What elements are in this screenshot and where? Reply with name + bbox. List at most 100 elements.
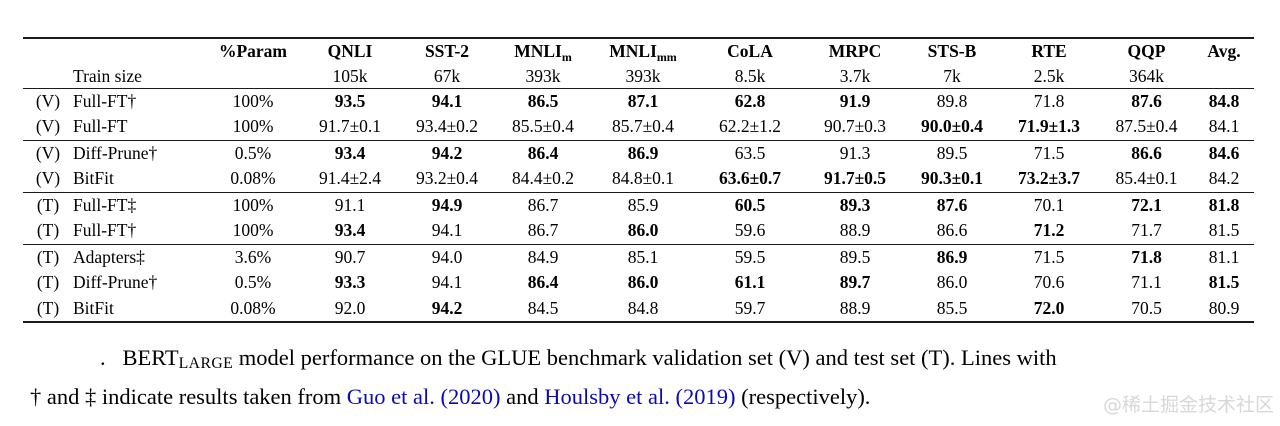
- header-spacer: [23, 65, 73, 88]
- method-label: Adapters‡: [73, 246, 145, 267]
- table-cell: 84.5: [527, 297, 559, 318]
- header-spacer: [73, 38, 205, 65]
- table-cell: 91.4±2.4: [318, 168, 382, 188]
- caption-text: . BERT: [100, 345, 179, 370]
- table-cell: 89.8: [936, 90, 968, 111]
- train-size-value: 3.7k: [839, 65, 871, 86]
- table-cell: 90.7: [334, 246, 366, 267]
- column-header-cola: CoLA: [727, 41, 773, 62]
- table-cell: 80.9: [1208, 297, 1240, 318]
- table-cell: 81.5: [1208, 272, 1240, 293]
- table-cell: 100%: [232, 194, 274, 215]
- table-cell: 86.9: [936, 246, 968, 267]
- table-cell: 81.1: [1208, 246, 1240, 267]
- table-cell: 94.2: [431, 142, 463, 163]
- method-label: BitFit: [73, 297, 114, 318]
- table-cell: 90.7±0.3: [823, 116, 887, 136]
- table-cell: 61.1: [734, 272, 766, 293]
- table-cell: 63.6±0.7: [718, 168, 782, 188]
- train-size-value: [205, 65, 301, 88]
- table-cell: 71.5: [1033, 142, 1065, 163]
- citation-link[interactable]: (2019): [675, 384, 736, 409]
- table-cell: 93.5: [334, 90, 366, 111]
- table-cell: 94.2: [431, 297, 463, 318]
- method-label: BitFit: [73, 168, 114, 188]
- method-label: Full-FT‡: [73, 194, 137, 215]
- table-row: (T) Full-FT‡ 100% 91.1 94.9 86.7 85.9 60.5 89.3 8…: [23, 192, 1254, 218]
- table-cell: 88.9: [839, 220, 871, 240]
- table-cell: 88.9: [839, 297, 871, 318]
- watermark: @稀土掘金技术社区: [1102, 394, 1274, 416]
- column-header-qnli: QNLI: [327, 41, 373, 62]
- table-caption: . BERTLARGE model performance on the GLU…: [30, 341, 1250, 413]
- citation-link[interactable]: Guo et al.: [346, 384, 435, 409]
- table-cell: 84.9: [527, 246, 559, 267]
- set-label: (T): [36, 194, 60, 215]
- table-cell: 85.1: [627, 246, 659, 267]
- column-header-mnli: MNLImm: [609, 41, 677, 65]
- table-cell: 63.5: [734, 142, 766, 163]
- table-cell: 89.3: [839, 194, 871, 215]
- header-spacer: [23, 38, 73, 65]
- table-cell: 93.4: [334, 220, 366, 240]
- table-cell: 85.9: [627, 194, 659, 215]
- table-cell: 86.7: [527, 194, 559, 215]
- table-cell: 84.4±0.2: [511, 168, 575, 188]
- set-label: (V): [35, 168, 61, 188]
- train-size-value: 7k: [943, 65, 961, 86]
- table-cell: 0.5%: [234, 272, 272, 293]
- caption-text: model performance on the GLUE benchmark …: [233, 345, 1057, 370]
- train-size-value: 393k: [525, 65, 561, 86]
- table-cell: 71.9±1.3: [1017, 116, 1081, 136]
- table-cell: 93.4: [334, 142, 366, 163]
- table-cell: 91.7±0.1: [318, 116, 382, 136]
- table-row: (V) Full-FT 100% 91.7±0.1 93.4±0.2 85.5±0.4 85…: [23, 114, 1254, 140]
- table-cell: 93.4±0.2: [415, 116, 479, 136]
- train-size-value: 67k: [433, 65, 461, 86]
- table-row: (T) BitFit 0.08% 92.0 94.2 84.5 84.8 59.7 88.9 85…: [23, 296, 1254, 322]
- method-label: Diff-Prune†: [73, 142, 158, 163]
- table-cell: 86.7: [527, 220, 559, 240]
- set-label: (T): [36, 220, 60, 240]
- set-label: (V): [35, 142, 61, 163]
- method-label: Full-FT†: [73, 220, 137, 240]
- caption-text: and: [500, 384, 545, 409]
- citation-link[interactable]: (2020): [440, 384, 501, 409]
- set-label: (T): [36, 272, 60, 293]
- citation-link[interactable]: Houlsby et al.: [544, 384, 670, 409]
- table-cell: 84.8±0.1: [611, 168, 675, 188]
- table-cell: 90.3±0.1: [920, 168, 984, 188]
- table-cell: 86.5: [527, 90, 559, 111]
- caption-line-1: . BERTLARGE model performance on the GLU…: [30, 341, 1250, 380]
- table-cell: 87.5±0.4: [1115, 116, 1178, 136]
- column-header-sst-2: SST-2: [424, 41, 470, 62]
- table-row: (V) Full-FT† 100% 93.5 94.1 86.5 87.1 62.8 91.9 8…: [23, 88, 1254, 114]
- table-cell: 84.8: [627, 297, 659, 318]
- table-cell: 91.3: [839, 142, 871, 163]
- results-table: %Param QNLI SST-2 MNLIm MNLImm CoLA MRPC STS-B R…: [23, 37, 1254, 323]
- table-cell: 90.0±0.4: [920, 116, 984, 136]
- table-cell: 70.6: [1033, 272, 1065, 293]
- method-label: Diff-Prune†: [73, 272, 158, 293]
- table-cell: 85.5: [936, 297, 968, 318]
- table-cell: 84.2: [1208, 168, 1240, 188]
- table-cell: 85.5±0.4: [511, 116, 575, 136]
- table-cell: 87.6: [1131, 90, 1162, 111]
- table-cell: 71.8: [1033, 90, 1065, 111]
- table-cell: 86.6: [936, 220, 968, 240]
- table-cell: 86.6: [1131, 142, 1162, 163]
- table-cell: 73.2±3.7: [1017, 168, 1081, 188]
- table-cell: 70.1: [1033, 194, 1065, 215]
- table-cell: 85.7±0.4: [611, 116, 675, 136]
- column-header-rte: RTE: [1031, 41, 1067, 62]
- set-label: (V): [35, 90, 61, 111]
- table-cell: 85.4±0.1: [1115, 168, 1178, 188]
- caption-text: † and ‡ indicate results taken from: [30, 384, 347, 409]
- table-cell: 0.08%: [230, 168, 276, 188]
- train-size-value: 364k: [1129, 65, 1164, 86]
- table-cell: 71.8: [1131, 246, 1162, 267]
- table-cell: 59.6: [734, 220, 766, 240]
- table-cell: 71.1: [1131, 272, 1162, 293]
- table-cell: 59.5: [734, 246, 766, 267]
- column-header--param: %Param: [218, 41, 288, 62]
